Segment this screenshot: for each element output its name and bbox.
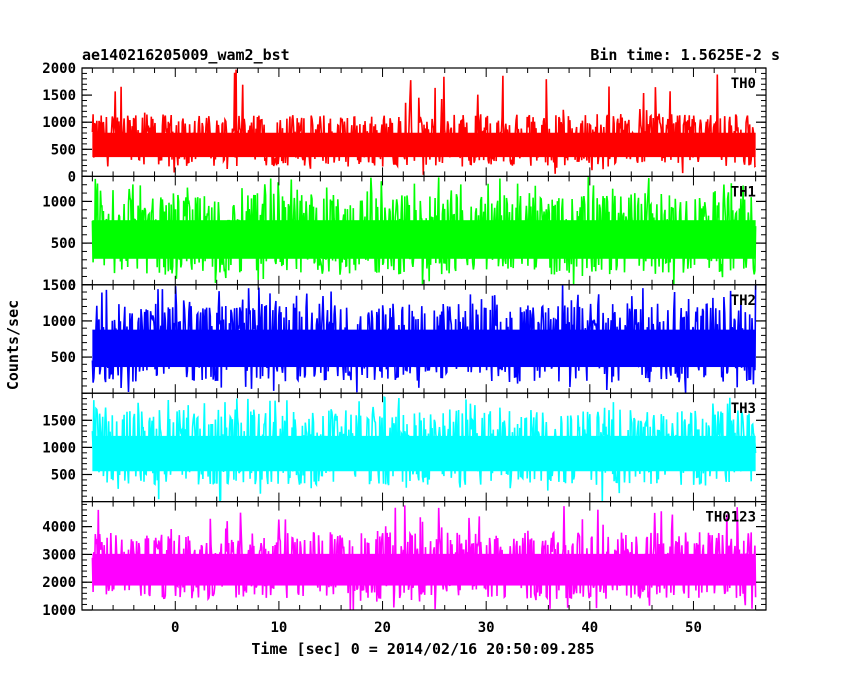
xtick-label: 0: [171, 620, 179, 636]
y-axis-title: Counts/sec: [4, 300, 22, 390]
ytick-label: 500: [51, 142, 76, 158]
series-core-th0: [92, 132, 756, 158]
panels-group: 0 500 1000 1500 2000 TH0 0 500 1000 TH1 500 1000 150…: [42, 61, 767, 619]
series-th0: [91, 69, 757, 175]
ytick-label: 2000: [42, 61, 76, 77]
xtick-label: 50: [685, 620, 702, 636]
series-th3: [91, 395, 757, 502]
ytick-label: 500: [51, 350, 76, 366]
x-axis: 0 10 20 30 40 50: [171, 620, 702, 636]
ytick-label: 4000: [42, 520, 76, 536]
ytick-label: 2000: [42, 575, 76, 591]
panel-label-th0: TH0: [731, 76, 756, 92]
panel-label-th1: TH1: [731, 184, 756, 200]
ytick-label: 500: [51, 236, 76, 252]
panel-th0: 0 500 1000 1500 2000 TH0: [42, 61, 767, 185]
ytick-label: 1000: [42, 314, 76, 330]
ytick-label: 1000: [42, 115, 76, 131]
series-core-th1: [92, 220, 756, 259]
series-core-th2: [92, 329, 756, 368]
series-core-th3: [92, 435, 756, 472]
ytick-label: 500: [51, 468, 76, 484]
xtick-label: 40: [581, 620, 598, 636]
ytick-label: 0: [68, 169, 76, 185]
panel-th2: 500 1000 1500 TH2: [42, 278, 767, 394]
ytick-label: 1000: [42, 440, 76, 456]
ytick-label: 1500: [42, 278, 76, 294]
xtick-label: 10: [270, 620, 287, 636]
ytick-label: 1500: [42, 88, 76, 104]
xtick-label: 20: [374, 620, 391, 636]
series-core-th0123: [92, 553, 756, 586]
x-axis-title: Time [sec] 0 = 2014/02/16 20:50:09.285: [251, 640, 594, 658]
ytick-label: 0: [68, 278, 76, 294]
panel-th3: 500 1000 1500 TH3: [42, 392, 767, 503]
ytick-label: 3000: [42, 547, 76, 563]
ytick-label: 1000: [42, 603, 76, 619]
ytick-label: 1000: [42, 194, 76, 210]
panel-label-th3: TH3: [731, 401, 756, 417]
panel-label-th0123: TH0123: [705, 510, 756, 526]
panel-th0123: 1000 2000 3000 4000 TH0123: [42, 501, 767, 619]
header-left-title: ae140216205009_wam2_bst: [82, 46, 290, 64]
panel-th1: 0 500 1000 TH1: [42, 175, 767, 294]
panel-label-th2: TH2: [731, 293, 756, 309]
ytick-label: 1500: [42, 413, 76, 429]
xtick-label: 30: [478, 620, 495, 636]
header-bin-time: Bin time: 1.5625E-2 s: [590, 46, 780, 64]
